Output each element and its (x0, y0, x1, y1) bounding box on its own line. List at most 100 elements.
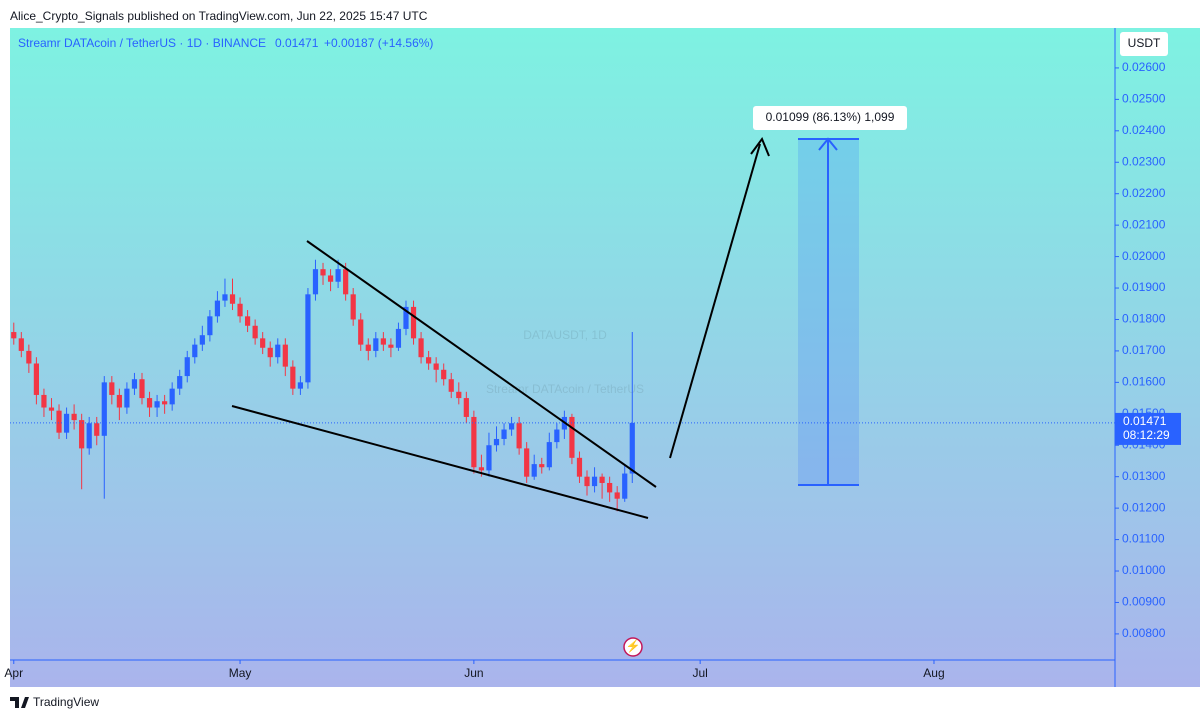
candle-body (63, 413, 70, 433)
candle-body (403, 306, 409, 329)
candle-body (79, 420, 85, 449)
candle-body (312, 269, 319, 295)
y-tick-label: 0.02000 (1122, 249, 1166, 263)
x-tick-label: Jul (692, 666, 707, 680)
y-tick-label: 0.00900 (1122, 595, 1166, 609)
candle-body (33, 363, 39, 395)
candle-body (607, 482, 613, 493)
candle-body (478, 467, 485, 471)
y-tick-label: 0.02400 (1122, 123, 1166, 137)
candle-body (184, 357, 190, 377)
publisher: Alice_Crypto_Signals published on Tradin… (10, 9, 428, 23)
candle-body (463, 398, 469, 417)
candle-body (365, 344, 371, 351)
x-tick-label: Aug (923, 666, 944, 680)
candle-body (388, 344, 394, 348)
event-icon-glyph[interactable]: ⚡ (626, 639, 641, 653)
candle-body (11, 332, 17, 339)
y-tick-label: 0.02600 (1122, 60, 1166, 74)
currency-box[interactable] (1120, 32, 1168, 56)
candle-body (139, 379, 145, 399)
candle-body (493, 438, 500, 446)
candle-body (614, 492, 620, 499)
candle-body (448, 379, 454, 392)
trend-line-upper (306, 240, 657, 488)
brand-logo-mark (10, 697, 29, 708)
candle-body (395, 328, 402, 348)
candle-body (169, 388, 175, 405)
candle-body (162, 401, 168, 405)
candle-body (94, 423, 100, 436)
x-tick-label: May (229, 666, 252, 680)
candle-body (48, 407, 55, 411)
candle-body (410, 306, 417, 339)
last-price-label: 0.01471 (1123, 414, 1167, 428)
candle-body (56, 410, 62, 433)
y-tick-label: 0.01100 (1122, 532, 1165, 546)
candle-body (501, 429, 507, 439)
candle-body (622, 473, 628, 499)
candle-body (426, 357, 432, 364)
candle-body (146, 398, 153, 408)
currency[interactable]: USDT (1128, 36, 1161, 50)
watermark-subtitle: Streamr DATAcoin / TetherUS (486, 382, 644, 396)
candle-body (124, 388, 130, 408)
y-tick-label: 0.02200 (1122, 186, 1166, 200)
candle-body (207, 316, 213, 336)
measure-label: 0.01099 (86.13%) 1,099 (766, 110, 895, 124)
candle-body (267, 347, 273, 358)
candle-body (86, 423, 92, 449)
last-price-box (1115, 412, 1181, 445)
candle-body (343, 269, 349, 295)
measure-arrow-head (818, 137, 838, 151)
candle-body (237, 303, 243, 317)
candle-body (109, 382, 115, 395)
arrow-head (750, 136, 770, 157)
candle-body (358, 319, 364, 345)
candle-body (214, 300, 221, 317)
candle-body (599, 476, 605, 483)
event-icon[interactable] (623, 637, 643, 657)
y-tick-label: 0.01200 (1122, 500, 1166, 514)
candle-body (335, 269, 341, 282)
candle-body (433, 363, 439, 370)
candle-body (584, 476, 590, 487)
candle-body (305, 294, 311, 383)
candle-body (131, 379, 138, 389)
candle-body (569, 416, 575, 458)
symbol: Streamr DATAcoin / TetherUS · 1D · BINAN… (18, 36, 266, 50)
candle-body (275, 344, 281, 358)
candle-body (576, 457, 583, 477)
candle-body (282, 344, 288, 367)
candle-body (486, 445, 492, 471)
x-tick-label: Jun (464, 666, 483, 680)
candle-body (18, 338, 24, 351)
y-tick-label: 0.01800 (1122, 312, 1166, 326)
candle-body (380, 338, 386, 345)
candle-body (177, 376, 183, 389)
candle-body (554, 429, 560, 443)
candle-body (26, 350, 32, 364)
candle-body (290, 366, 296, 389)
candle-body (456, 391, 462, 399)
y-tick-label: 0.02100 (1122, 217, 1166, 231)
candle-body (471, 416, 477, 468)
y-tick-label: 0.02500 (1122, 92, 1166, 106)
candle-body (154, 401, 160, 408)
candle-body (199, 335, 205, 345)
y-tick-label: 0.01900 (1122, 280, 1166, 294)
candle-body (591, 476, 598, 487)
candle-body (441, 369, 447, 380)
legend-price: 0.01471 (275, 36, 319, 50)
y-tick-label: 0.00800 (1122, 626, 1166, 640)
candle-body (546, 442, 552, 468)
candle-body (373, 338, 379, 351)
y-tick-label: 0.01000 (1122, 563, 1166, 577)
trend-line-lower (231, 405, 649, 519)
candle-body (116, 394, 122, 408)
candle-body (350, 294, 356, 320)
candle-body (252, 325, 258, 339)
candle-body (418, 338, 424, 358)
measure-label-box (753, 106, 907, 130)
